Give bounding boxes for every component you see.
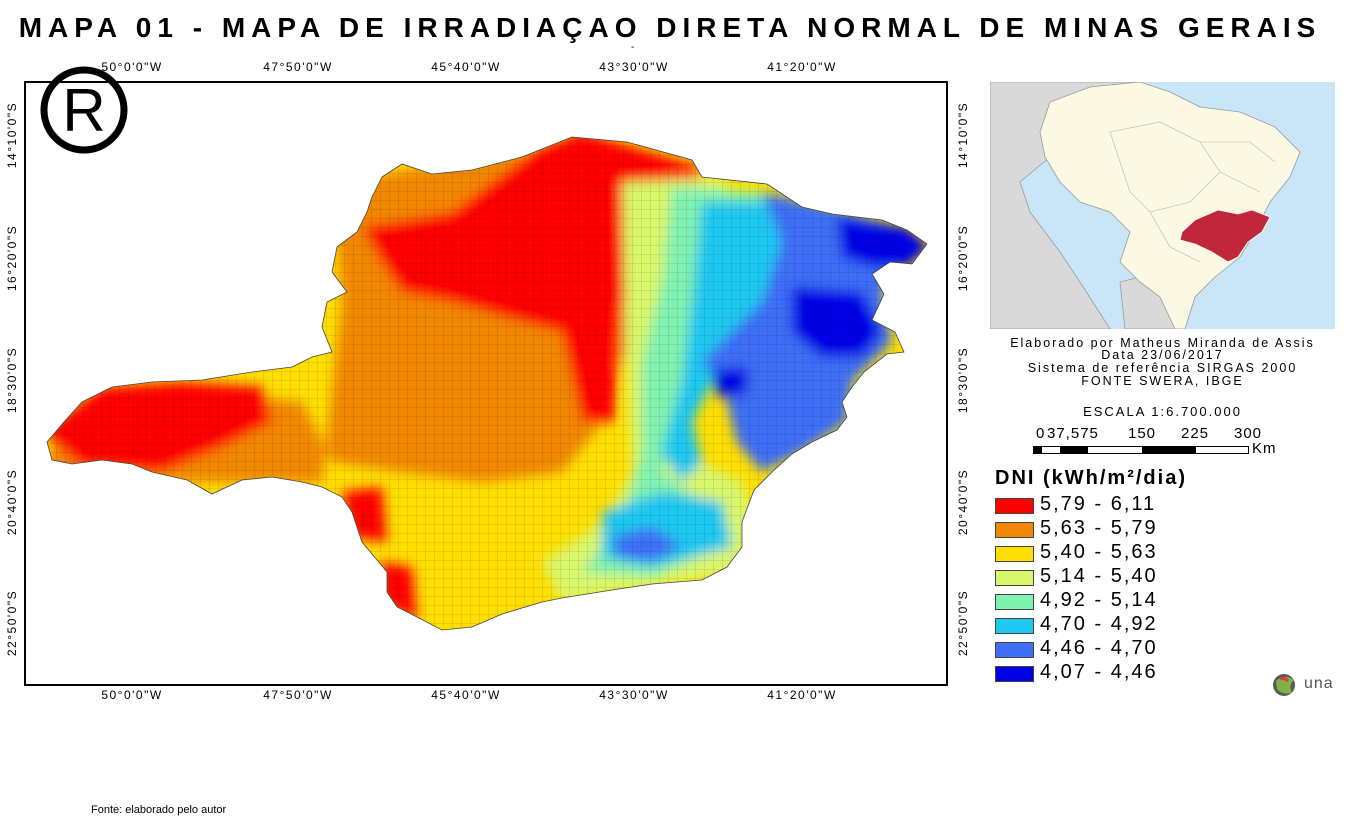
- legend-swatch: [995, 642, 1034, 658]
- dni-map-frame: [24, 81, 948, 686]
- legend-title: DNI (kWh/m²/dia): [995, 467, 1187, 489]
- una-logo: una: [1270, 671, 1350, 699]
- lat-tick-left: 14°10'0"S: [5, 101, 19, 169]
- scale-label-0: 0: [1036, 425, 1046, 442]
- lon-tick-bottom: 43°30'0"W: [599, 688, 669, 702]
- lat-tick-left: 20°40'0"S: [5, 468, 19, 536]
- brazil-state-borders: [1109, 121, 1276, 263]
- legend-swatch: [995, 498, 1034, 514]
- lon-tick-top: 47°50'0"W: [263, 60, 333, 74]
- legend-label: 5,63 - 5,79: [1040, 517, 1158, 539]
- locator-map: [990, 82, 1335, 329]
- source-line: FONTE SWERA, IBGE: [1081, 374, 1244, 388]
- scale-label-150: 150: [1128, 425, 1157, 442]
- lat-tick-left: 16°20'0"S: [5, 224, 19, 292]
- lat-tick-left: 18°30'0"S: [5, 346, 19, 414]
- scale-unit: Km: [1252, 440, 1277, 457]
- legend-swatch: [995, 594, 1034, 610]
- pixel-grid-overlay: [47, 137, 927, 630]
- lon-tick-top: 43°30'0"W: [599, 60, 669, 74]
- legend-label: 5,40 - 5,63: [1040, 541, 1158, 563]
- una-logo-text: una: [1304, 675, 1334, 692]
- map-title: MAPA 01 - MAPA DE IRRADIAÇAO DIRETA NORM…: [18, 12, 1322, 43]
- legend-label: 5,14 - 5,40: [1040, 565, 1158, 587]
- registered-mark-letter: R: [62, 77, 105, 144]
- legend-swatch: [995, 666, 1034, 682]
- lat-tick-left: 22°50'0"S: [5, 589, 19, 657]
- minas-gerais-highlight: [1179, 209, 1271, 263]
- scale-label-37575: 37,575: [1047, 425, 1099, 442]
- lon-tick-bottom: 45°40'0"W: [431, 688, 501, 702]
- lon-tick-top: 50°0'0"W: [101, 60, 163, 74]
- south-america-locator-svg: [990, 82, 1335, 329]
- legend-swatch: [995, 522, 1034, 538]
- lon-tick-top: 45°40'0"W: [431, 60, 501, 74]
- legend-label: 4,92 - 5,14: [1040, 589, 1158, 611]
- scale-text: ESCALA 1:6.700.000: [1083, 404, 1242, 419]
- title-dash-mark: -: [631, 42, 635, 53]
- legend-label: 4,07 - 4,46: [1040, 661, 1158, 683]
- legend-label: 4,70 - 4,92: [1040, 613, 1158, 635]
- figure-source: Fonte: elaborado pelo autor: [91, 804, 227, 816]
- legend-swatch: [995, 546, 1034, 562]
- reference-system-line: Sistema de referência SIRGAS 2000: [1027, 361, 1298, 375]
- author-line: Elaborado por Matheus Miranda de Assis: [1010, 336, 1315, 350]
- scale-label-300: 300: [1234, 425, 1263, 442]
- lon-tick-bottom: 50°0'0"W: [101, 688, 163, 702]
- lon-tick-top: 41°20'0"W: [767, 60, 837, 74]
- legend-swatch: [995, 570, 1034, 586]
- lat-tick-right: 18°30'0"S: [956, 346, 970, 414]
- registered-mark-icon: R: [40, 66, 128, 154]
- lon-tick-bottom: 47°50'0"W: [263, 688, 333, 702]
- lat-tick-right: 14°10'0"S: [956, 101, 970, 169]
- minas-gerais-dni-map: [46, 136, 928, 631]
- una-logo-icon: [1273, 674, 1295, 696]
- lat-tick-right: 20°40'0"S: [956, 468, 970, 536]
- brazil-territory: [1039, 82, 1301, 329]
- legend-label: 4,46 - 4,70: [1040, 637, 1158, 659]
- scale-label-225: 225: [1181, 425, 1210, 442]
- lat-tick-right: 16°20'0"S: [956, 224, 970, 292]
- date-line: Data 23/06/2017: [1101, 348, 1224, 362]
- scale-bar: [1033, 446, 1249, 454]
- minas-gerais-outline: [46, 136, 928, 631]
- legend-swatch: [995, 618, 1034, 634]
- lat-tick-right: 22°50'0"S: [956, 589, 970, 657]
- legend-label: 5,79 - 6,11: [1040, 493, 1157, 515]
- lon-tick-bottom: 41°20'0"W: [767, 688, 837, 702]
